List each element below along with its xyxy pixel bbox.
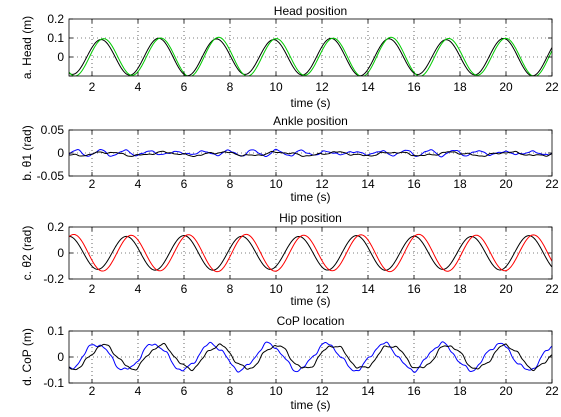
y-tick-label: 0 [57, 350, 64, 364]
x-tick-label: 2 [89, 177, 96, 191]
grid [69, 331, 552, 383]
series-line-2 [69, 233, 552, 273]
x-tick-label: 14 [361, 177, 375, 191]
y-tick-label: 0 [57, 50, 64, 64]
y-axis-label: c. θ2 (rad) [20, 226, 34, 281]
x-axis-label: time (s) [291, 190, 331, 204]
x-tick-label: 8 [227, 282, 234, 296]
x-tick-label: 6 [181, 177, 188, 191]
x-tick-label: 10 [269, 177, 283, 191]
x-tick-label: 20 [499, 384, 513, 398]
x-tick-label: 10 [269, 384, 283, 398]
y-tick-label: 0.1 [47, 324, 64, 338]
y-tick-label: 0.1 [47, 31, 64, 45]
x-tick-label: 2 [89, 384, 96, 398]
x-tick-label: 22 [545, 282, 559, 296]
x-tick-label: 8 [227, 384, 234, 398]
series-line-2 [69, 150, 552, 158]
x-tick-label: 14 [361, 80, 375, 94]
x-tick-label: 22 [545, 177, 559, 191]
x-tick-label: 8 [227, 80, 234, 94]
x-tick-label: 6 [181, 384, 188, 398]
x-tick-label: 16 [407, 384, 421, 398]
subplot-title: Hip position [279, 211, 342, 225]
y-tick-label: -0.2 [43, 272, 64, 286]
x-tick-label: 16 [407, 80, 421, 94]
x-tick-label: 4 [135, 177, 142, 191]
x-tick-label: 8 [227, 177, 234, 191]
x-tick-label: 12 [315, 177, 329, 191]
x-tick-label: 14 [361, 282, 375, 296]
y-axis-label: a. Head (m) [20, 16, 34, 79]
y-tick-label: -0.05 [37, 169, 65, 183]
x-tick-label: 20 [499, 177, 513, 191]
x-tick-label: 6 [181, 282, 188, 296]
series-line-1 [69, 148, 552, 158]
x-tick-label: 2 [89, 80, 96, 94]
x-tick-label: 12 [315, 282, 329, 296]
grid [69, 227, 552, 279]
x-tick-label: 22 [545, 80, 559, 94]
series-line-2 [69, 36, 552, 76]
x-tick-label: 10 [269, 80, 283, 94]
subplot-title: CoP location [277, 314, 345, 328]
y-tick-label: 0.2 [47, 12, 64, 26]
series-line-1 [69, 37, 552, 76]
x-tick-label: 16 [407, 177, 421, 191]
x-tick-label: 18 [453, 282, 467, 296]
grid [69, 130, 552, 176]
y-axis-label: d. CoP (m) [20, 328, 34, 386]
x-tick-label: 4 [135, 384, 142, 398]
x-tick-label: 18 [453, 177, 467, 191]
x-tick-label: 18 [453, 384, 467, 398]
subplot-4: 2 4 6 8 10 12 14 16 18 20 22 -0.1 0 0.1 CoP location ti… [20, 314, 559, 412]
subplot-title: Ankle position [273, 114, 348, 128]
x-tick-label: 12 [315, 80, 329, 94]
subplot-2: 2 4 6 8 10 12 14 16 18 20 22 -0.05 0 0.05 Ankle positi… [20, 114, 559, 204]
x-tick-label: 6 [181, 80, 188, 94]
x-tick-label: 20 [499, 80, 513, 94]
y-axis-label: b. θ1 (rad) [20, 125, 34, 180]
series-line-2 [69, 342, 552, 372]
axes-box [68, 18, 553, 77]
y-tick-label: -0.1 [43, 376, 64, 390]
subplot-1: 2 4 6 8 10 12 14 16 18 20 22 0 0.1 0.2 Head position ti… [20, 4, 559, 110]
x-tick-label: 12 [315, 384, 329, 398]
x-tick-label: 18 [453, 80, 467, 94]
x-axis-label: time (s) [291, 294, 331, 308]
x-tick-label: 2 [89, 282, 96, 296]
series-line-1 [69, 235, 552, 271]
x-tick-label: 4 [135, 282, 142, 296]
series-line-1 [69, 341, 552, 373]
x-tick-label: 22 [545, 384, 559, 398]
x-tick-label: 10 [269, 282, 283, 296]
y-tick-label: 0.05 [41, 123, 65, 137]
y-tick-label: 0.2 [47, 220, 64, 234]
y-tick-label: 0 [57, 146, 64, 160]
x-axis-label: time (s) [291, 398, 331, 412]
x-tick-label: 16 [407, 282, 421, 296]
subplot-3: 2 4 6 8 10 12 14 16 18 20 22 -0.2 0 0.2 Hip position ti… [20, 211, 559, 308]
x-tick-label: 4 [135, 80, 142, 94]
x-tick-label: 14 [361, 384, 375, 398]
y-tick-label: 0 [57, 246, 64, 260]
subplot-title: Head position [274, 4, 347, 18]
x-tick-label: 20 [499, 282, 513, 296]
x-axis-label: time (s) [291, 96, 331, 110]
